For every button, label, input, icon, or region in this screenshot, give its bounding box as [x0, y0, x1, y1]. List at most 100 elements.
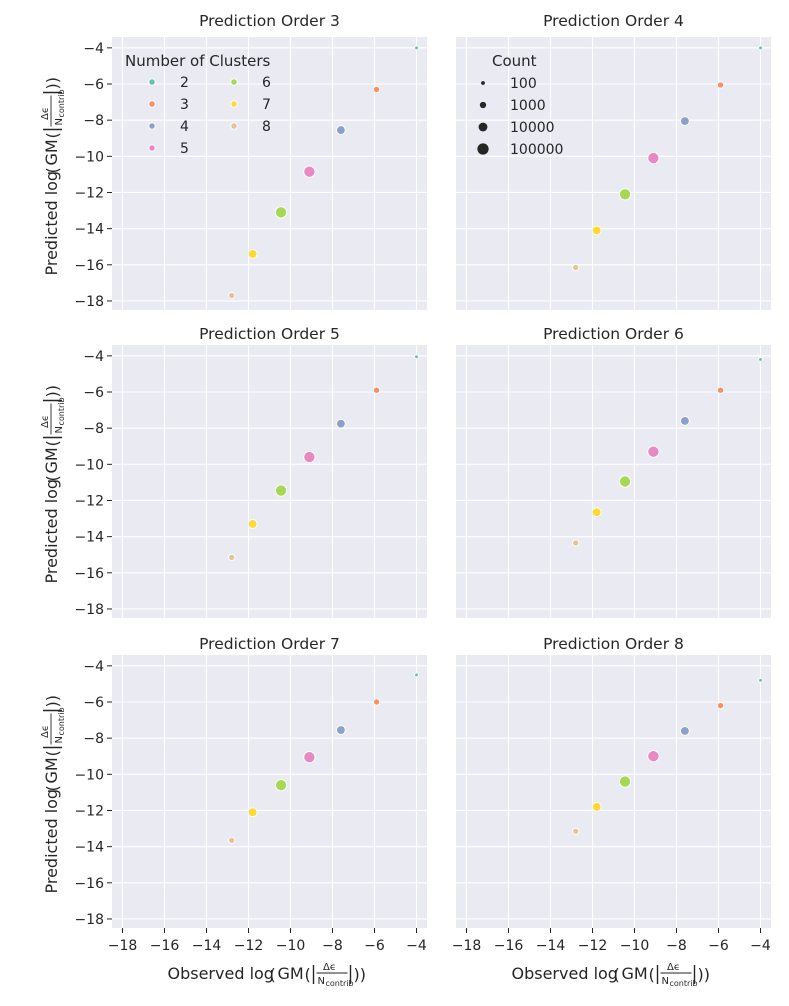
y-axis-label-1-denominator-sub: contrib: [57, 89, 66, 117]
data-point-cluster-7: [247, 249, 258, 259]
y-tick-label: −18: [74, 602, 104, 618]
legend-cluster-marker: [230, 100, 238, 108]
data-point-cluster-4: [336, 125, 346, 135]
y-axis-label-2-close-parens: )): [43, 385, 62, 397]
y-tick-label: −14: [74, 530, 104, 546]
legend-cluster-label: 5: [180, 141, 189, 157]
data-point-cluster-2: [758, 357, 763, 362]
data-point-cluster-7: [247, 807, 258, 818]
y-axis-label-1-gm: GM: [42, 139, 61, 165]
data-point-cluster-6: [618, 188, 632, 201]
legend-count-marker: [479, 101, 487, 109]
data-point-cluster-5: [647, 445, 660, 458]
data-point-cluster-7: [591, 802, 602, 812]
legend-cluster-label: 6: [262, 75, 271, 91]
legend-cluster-label: 2: [180, 75, 189, 91]
legend-count: Count 100 1000 10000 100000: [477, 52, 563, 158]
panel-title: Prediction Order 8: [543, 635, 684, 653]
legend-cluster-marker: [230, 122, 238, 130]
x-axis-label-1-denominator-sub: contrib: [326, 979, 354, 988]
panels-layer: −18 −16 −14 −12 −10 −8 −6 −4 Prediction Order 3 P…: [74, 12, 771, 954]
data-point-cluster-2: [414, 672, 419, 678]
panel-background: [112, 345, 427, 618]
panel-4: Prediction Order 6: [456, 325, 771, 618]
data-point-cluster-5: [647, 152, 660, 165]
x-tick-label: −16: [150, 938, 180, 954]
x-axis-label-1-gm: GM: [278, 964, 304, 983]
y-tick-label: −6: [83, 77, 104, 93]
y-axis-label-1-numerator: Δϵ: [40, 107, 51, 120]
x-tick-label: −16: [494, 938, 524, 954]
data-point-cluster-4: [680, 726, 690, 736]
x-axis-label-2: Observed log(GM(ΔϵN contrib)): [512, 962, 710, 988]
legend-count-marker: [478, 122, 488, 132]
y-tick-label: −12: [74, 185, 104, 201]
legend-cluster-marker: [148, 122, 156, 130]
y-axis-label-1-open-paren: (: [43, 167, 62, 173]
x-axis-label-1: Observed log(GM(ΔϵN contrib)): [168, 962, 366, 988]
y-axis-label-3-denominator-sub: contrib: [57, 707, 66, 735]
data-point-cluster-6: [618, 475, 632, 488]
panel-background: [112, 655, 427, 928]
x-tick-label: −4: [750, 938, 771, 954]
x-tick-label: −6: [708, 938, 729, 954]
panel-title: Prediction Order 5: [199, 325, 340, 343]
data-point-cluster-8: [572, 539, 580, 547]
y-tick-label: −8: [83, 113, 104, 129]
legend-clusters: Number of Clusters 2 3 4 5 6 7 8: [125, 52, 271, 157]
panel-title: Prediction Order 4: [543, 12, 684, 30]
y-tick-label: −4: [83, 659, 104, 675]
data-point-cluster-3: [373, 386, 381, 394]
y-axis-label-3-open-paren: (: [43, 785, 62, 791]
y-tick-label: −14: [74, 840, 104, 856]
data-point-cluster-3: [373, 698, 381, 706]
panel-background: [456, 345, 771, 618]
data-point-cluster-3: [716, 702, 725, 710]
x-axis-label-1-numerator: Δϵ: [323, 962, 336, 973]
data-point-cluster-5: [303, 165, 316, 178]
legend-cluster-label: 4: [180, 119, 189, 135]
data-point-cluster-8: [228, 836, 236, 844]
data-point-cluster-8: [228, 553, 236, 562]
axis-labels-layer: Observed log(GM(ΔϵN contrib)) Observed log…: [40, 77, 710, 988]
data-point-cluster-2: [414, 45, 419, 51]
y-axis-label-3-prefix: Predicted log: [42, 789, 61, 894]
legend-cluster-marker: [148, 100, 156, 108]
data-point-cluster-5: [647, 750, 660, 763]
y-axis-label-3-inner-paren: (: [43, 750, 62, 756]
legend-clusters-title: Number of Clusters: [125, 52, 270, 70]
data-point-cluster-7: [247, 519, 258, 529]
x-axis-label-2-prefix: Observed log: [512, 964, 618, 983]
x-tick-label: −18: [108, 938, 138, 954]
data-point-cluster-4: [680, 116, 690, 126]
legend-count-label: 1000: [510, 98, 546, 114]
legend-count-marker: [481, 81, 485, 85]
y-axis-label-1-close-parens: )): [43, 77, 62, 89]
legend-cluster-label: 8: [262, 119, 271, 135]
panel-5: −18 −16 −14 −12 −10 −8 −6 −4 −18 −16 −14 −12 −10 −8 −6…: [74, 635, 427, 954]
data-point-cluster-4: [336, 418, 346, 429]
data-point-cluster-7: [591, 225, 602, 236]
x-tick-label: −12: [578, 938, 608, 954]
x-tick-label: −12: [234, 938, 264, 954]
y-tick-label: −6: [83, 385, 104, 401]
x-tick-label: −18: [452, 938, 482, 954]
y-tick-label: −10: [74, 767, 104, 783]
y-axis-label-2-gm: GM: [42, 447, 61, 473]
x-axis-label-2-open-paren: (: [614, 965, 620, 984]
x-tick-label: −6: [364, 938, 385, 954]
y-tick-label: −18: [74, 912, 104, 928]
data-point-cluster-6: [274, 206, 288, 219]
y-axis-label-2-inner-paren: (: [43, 440, 62, 446]
data-point-cluster-3: [716, 386, 725, 394]
y-axis-label-1-denominator: N: [54, 118, 65, 125]
y-tick-label: −8: [83, 731, 104, 747]
legend-count-marker: [477, 143, 489, 155]
y-tick-label: −12: [74, 803, 104, 819]
data-point-cluster-8: [228, 291, 236, 300]
x-tick-label: −10: [620, 938, 650, 954]
y-tick-label: −14: [74, 222, 104, 238]
